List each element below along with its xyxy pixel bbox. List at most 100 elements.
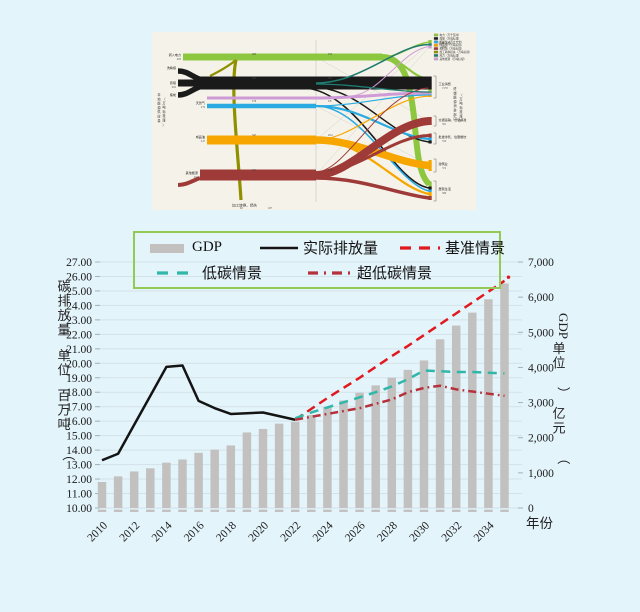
sankey-left-axis-title: 标 [162, 109, 166, 114]
flow-value: 152.1 [328, 169, 335, 172]
x-axis-tick-label: 2034 [472, 519, 497, 544]
sankey-left-axis-title: 源 [157, 105, 161, 110]
sankey-left-axis-title: 吨 [162, 105, 166, 110]
sankey-left-axis-title: 准 [162, 113, 166, 118]
right-axis-tick-label: 4,000 [528, 362, 554, 374]
x-axis-tick-label: 2012 [118, 519, 143, 544]
gdp-bar [355, 392, 364, 508]
gdp-bar [339, 400, 348, 508]
sankey-legend-label: 天然气（万立方米） [440, 40, 464, 44]
sankey-legend-swatch [433, 40, 439, 44]
gdp-bar [484, 299, 493, 508]
right-axis-tick-label: 2,000 [528, 433, 554, 445]
left-axis-tick-label: 19.00 [66, 373, 92, 385]
sankey-left-axis-title: 万 [162, 101, 165, 105]
source-node-value: 483 [177, 58, 182, 61]
sankey-legend-swatch [433, 50, 439, 54]
source-node-label: 天然气 [196, 100, 205, 105]
right-axis-tick-label: 5,000 [528, 327, 554, 339]
gdp-bar [323, 406, 332, 508]
gdp-bar [242, 432, 252, 508]
left-axis-tick-label: 15.00 [66, 431, 92, 443]
left-axis-title: 位 [57, 363, 70, 378]
right-axis-tick-label: 7,000 [528, 257, 554, 269]
x-axis-title: 年份 [526, 516, 554, 531]
left-axis-tick-label: 13.00 [66, 460, 92, 472]
sankey-right-axis-title: 煤 [459, 114, 463, 119]
sankey-left-axis-title: 本 [157, 92, 161, 97]
end-use-node-bars [428, 40, 432, 200]
legend-label-ultra: 超低碳情景 [357, 266, 433, 282]
sankey-right-axis-title: 万 [459, 97, 462, 101]
flow-value: 953 [328, 77, 333, 80]
source-node-value: 276 [201, 106, 206, 109]
sankey-legend-label: 煤炭（万吨标煤） [440, 36, 462, 40]
source-node-label: 调入电力 [169, 52, 181, 57]
flow-value: 347 [252, 134, 257, 137]
x-axis-bar-tick [194, 509, 203, 512]
right-axis-title: 位 [552, 356, 565, 371]
source-node-label: 其他能源 [186, 170, 198, 175]
source-node-label: 焦炭 [170, 92, 176, 97]
flow-value: 962 [252, 77, 257, 80]
source-node-label: 原煤 [170, 80, 176, 85]
sankey-right-axis-title: （ [459, 92, 463, 97]
x-axis-bar-tick [129, 509, 139, 512]
flow-value: 0.8 [328, 100, 332, 103]
right-axis-title: GDP [556, 313, 571, 339]
sankey-legend-label: 加工转换损失（万吨标煤） [440, 50, 472, 54]
right-axis-tick-label: 3,000 [528, 398, 554, 410]
legend-label-gdp: GDP [192, 239, 223, 255]
x-axis-bar-tick [339, 509, 348, 512]
sankey-legend-label: 热力（万吨标煤） [440, 53, 462, 57]
sankey-left-axis-title: 量 [157, 118, 161, 123]
sankey-right-axis-title: 吨 [459, 101, 463, 106]
sankey-right-axis-title: 源 [453, 99, 457, 104]
right-axis-title: 单 [552, 341, 565, 356]
x-axis-bar-tick [387, 509, 397, 512]
x-axis-bar-tick [146, 509, 155, 512]
sankey-legend-label: 电力（万千瓦时） [440, 33, 462, 37]
x-axis-bar-tick [451, 509, 461, 512]
sankey-left-axis-title: 地 [157, 96, 161, 101]
flow-fuel [177, 87, 430, 200]
source-node-value: 962 [172, 86, 177, 89]
sankey-right-axis-title: 标 [459, 105, 463, 110]
ultra-line-swatch [308, 270, 353, 275]
left-axis-title: （ [61, 448, 76, 461]
x-axis-bar-tick [97, 509, 107, 512]
left-axis-tick-label: 23.00 [66, 315, 92, 327]
left-axis-tick-label: 26.00 [66, 271, 92, 283]
sankey-legend-swatch [433, 47, 439, 50]
end-use-node-value: 372 [442, 167, 447, 170]
sankey-right-axis-title: 终 [453, 86, 457, 91]
x-axis-bar-tick [403, 509, 413, 512]
source-node-value: 347 [201, 140, 206, 143]
x-axis-tick-label: 2028 [375, 519, 400, 544]
flow-value: 92 [240, 207, 243, 210]
end-use-node-label: 交通运输、仓储邮政 [439, 117, 467, 122]
gdp-bar [387, 377, 397, 508]
right-axis-title: 元 [552, 421, 565, 436]
left-axis-tick-label: 17.00 [66, 402, 92, 414]
gdp-bar [307, 414, 316, 508]
left-axis-tick-label: 25.00 [66, 286, 92, 298]
sankey-left-axis-title: 能 [157, 101, 161, 106]
node-bracket [433, 132, 437, 145]
sankey-legend-swatch [433, 33, 439, 37]
gdp-bar-swatch [150, 243, 184, 253]
left-axis-tick-label: 24.00 [66, 300, 92, 312]
source-node-label: 洗精煤 [167, 65, 176, 70]
x-axis-bar-tick [500, 509, 509, 512]
legend-row-2: 低碳情景 超低碳情景 [149, 260, 499, 285]
sankey-right-axis-title: ） [459, 118, 462, 123]
left-axis-tick-label: 21.00 [66, 344, 92, 356]
legend-item-low: 低碳情景 [157, 262, 262, 283]
left-axis-tick-label: 11.00 [67, 489, 93, 501]
x-axis-tick-label: 2010 [85, 519, 110, 544]
flow-coal [177, 68, 430, 189]
right-axis-tick-label: 1,000 [528, 468, 554, 480]
gdp-bar [403, 369, 413, 508]
